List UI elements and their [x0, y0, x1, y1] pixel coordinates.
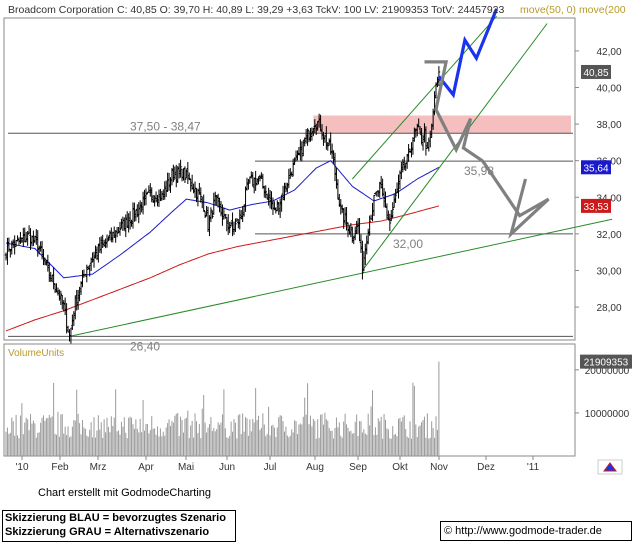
price-bar: [26, 230, 29, 246]
chart-header-moving-averages: move(50, 0) move(200: [520, 4, 626, 16]
legend-grey-scenario: Skizzierung GRAU = Alternativszenario: [5, 526, 210, 538]
price-bar: [326, 142, 330, 151]
price-bar: [361, 240, 364, 280]
price-bar: [394, 188, 397, 204]
x-tick-label: Sep: [349, 462, 367, 473]
price-bar: [211, 210, 214, 219]
source-link[interactable]: © http://www.godmode-trader.de: [440, 521, 632, 541]
price-bar: [224, 213, 227, 219]
y-tick-label: 30,00: [596, 266, 621, 277]
price-panel-frame: [3, 17, 576, 341]
price-bar: [234, 218, 237, 232]
horizontal-line-label-3: 26,40: [130, 339, 160, 353]
source-url: http://www.godmode-trader.de: [455, 525, 602, 537]
volume-tag-bg: [580, 354, 632, 369]
price-bar: [424, 126, 428, 156]
value-tag-2: 33,53: [583, 202, 608, 213]
value-tag-bg-0: [581, 64, 611, 79]
price-bar: [187, 172, 191, 181]
value-tag-0: 40,85: [583, 68, 608, 79]
horizontal-line-label-0: 37,50 - 38,47: [130, 119, 201, 133]
price-bar: [59, 290, 63, 305]
price-bar: [85, 264, 89, 283]
y-tick-label: 42,00: [596, 47, 621, 58]
price-bar: [209, 207, 213, 223]
volume-y-tick-label: 10000000: [585, 409, 630, 420]
price-bar: [388, 213, 392, 232]
price-bar: [118, 221, 122, 236]
volume-y-tick-label: 20000000: [585, 366, 630, 377]
trend-line-support: [69, 218, 613, 337]
price-bar: [437, 66, 441, 87]
x-tick-label: Okt: [392, 462, 408, 473]
scenario-path-0: [437, 8, 499, 99]
price-bar: [391, 202, 395, 219]
price-bar: [372, 194, 376, 217]
chart-credit: Chart erstellt mit GodmodeCharting: [38, 487, 212, 499]
price-bar: [228, 221, 231, 234]
value-tag-1: 35,64: [583, 163, 608, 174]
x-tick-label: Aug: [306, 462, 324, 473]
chart-header-quote: C: 40,85 O: 39,70 H: 40,89 L: 39,29 +3,6…: [117, 4, 504, 16]
x-tick-label: Feb: [51, 462, 69, 473]
x-tick-label: Jun: [219, 462, 235, 473]
x-tick-label: Mrz: [90, 462, 107, 473]
volume-tag: 21909353: [584, 358, 629, 369]
price-bar: [105, 234, 109, 248]
y-tick-label: 32,00: [596, 230, 621, 241]
x-tick-label: Dez: [477, 462, 495, 473]
price-bar: [368, 215, 371, 236]
price-bar: [264, 185, 268, 199]
x-tick-label: '10: [15, 462, 28, 473]
volume-panel-frame: [3, 343, 576, 457]
value-tag-bg-1: [581, 160, 611, 175]
x-tick-label: '11: [527, 462, 540, 473]
trend-line-channel-upper: [351, 15, 497, 180]
x-tick-label: Mai: [178, 462, 194, 473]
value-tag-bg-2: [581, 198, 611, 213]
price-bar: [179, 159, 182, 178]
scenario-path-1: [424, 60, 550, 239]
chart-header-title: Broadcom Corporation: [8, 4, 114, 16]
y-tick-label: 38,00: [596, 120, 621, 131]
legend-blue-scenario: Skizzierung BLAU = bevorzugtes Szenario: [5, 512, 226, 524]
price-bar: [306, 128, 309, 146]
y-tick-label: 40,00: [596, 84, 621, 95]
y-tick-label: 34,00: [596, 193, 621, 204]
horizontal-line-label-2: 32,00: [393, 237, 423, 251]
scenario-legend: Skizzierung BLAU = bevorzugtes Szenario …: [2, 510, 236, 542]
price-bar: [172, 164, 175, 183]
copyright-icon: ©: [444, 525, 453, 537]
y-tick-label: 28,00: [596, 303, 621, 314]
x-tick-label: Jul: [264, 462, 277, 473]
price-bar: [183, 166, 187, 184]
x-tick-label: Nov: [430, 462, 448, 473]
volume-panel-title: VolumeUnits: [8, 348, 64, 359]
chart-nav-icon[interactable]: [597, 459, 623, 475]
x-tick-label: Apr: [138, 462, 154, 473]
price-bar: [202, 194, 205, 212]
